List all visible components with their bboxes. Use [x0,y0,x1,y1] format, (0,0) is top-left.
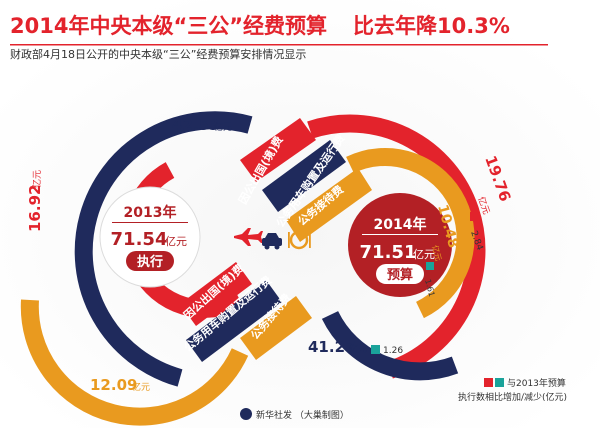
right-total: 71.51 [360,242,417,263]
right-year: 2014年 [374,216,427,233]
value-2014-travel: 41.27 [308,338,355,356]
left-year: 2013年 [124,204,177,221]
subtitle: 财政部4月18日公开的中央本级“三公”经费预算安排情况显示 [10,47,306,61]
car-icon [262,233,282,250]
left-badge: 执行 [137,254,163,270]
left-center-disc [99,186,201,288]
change-up-icon-vehicle [470,212,479,221]
dining-icon [288,230,311,250]
right-unit: 亿元 [413,248,435,261]
band-reception-upper [286,168,372,242]
legend: 与2013年预算 执行数相比增加/减少(亿元) [458,377,567,403]
change-down-icon-reception [426,262,434,270]
crossing-bands [180,118,372,362]
band-travel-lower [180,262,252,326]
title-rule [10,44,548,46]
credit: 新华社发 （大巢制图） [240,408,349,421]
right-center-disc [348,193,452,297]
right-badge: 预算 [387,267,413,283]
unit-2014-travel: 亿元 [349,343,367,355]
right-rule [362,234,438,235]
unit-2013-travel: 亿元 [31,170,43,188]
xinhua-logo-icon [240,408,252,420]
band-vehicle-upper [262,140,346,212]
right-badge-bg [376,264,424,284]
legend-line2: 执行数相比增加/减少(亿元) [458,391,567,403]
unit-2013-reception: 亿元 [132,381,150,393]
left-inner-reception-arc [20,299,249,426]
left-badge-bg [126,251,174,271]
right-inner-travel-arc [321,310,459,381]
band-vehicle-lower [186,280,282,362]
title-main: 2014年中央本级“三公”经费预算 [10,14,327,38]
band-reception-lower [240,296,312,360]
value-2013-vehicle: 42.53 [172,116,219,134]
value-2013-travel: 16.92 [26,185,44,232]
unit-2014-reception: 亿元 [430,244,444,262]
left-outer-vehicle-arc [74,111,253,387]
right-ring-group [307,114,486,381]
change-travel: 1.26 [383,346,403,356]
band-travel-upper [240,118,316,182]
legend-up-icon [484,378,493,387]
left-rule [112,222,188,223]
title-accent: 比去年降10.3% [353,14,510,38]
airplane-icon [234,228,263,246]
legend-down-icon [495,378,504,387]
unit-2013-vehicle: 亿元 [214,121,232,133]
change-down-icon-travel [371,345,380,354]
right-mid-reception-arc [346,148,475,319]
legend-line1: 与2013年预算 [507,377,566,389]
credit-text: 新华社发 （大巢制图） [256,409,349,421]
value-2013-reception: 12.09 [90,376,137,394]
left-unit: 亿元 [165,235,187,248]
left-total: 71.54 [111,229,168,250]
change-reception: 1.61 [423,278,436,298]
